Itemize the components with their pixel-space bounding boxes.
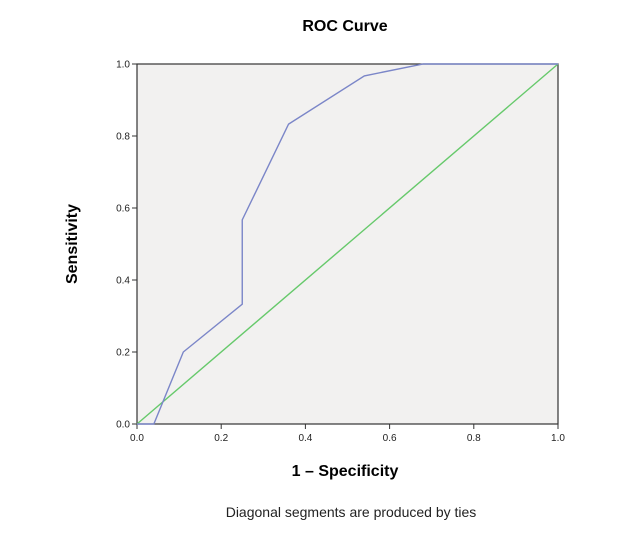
- y-tick-label: 0.4: [116, 276, 130, 287]
- y-tick-label: 0.2: [116, 348, 130, 359]
- x-tick-label: 1.0: [551, 433, 565, 444]
- footnote: Diagonal segments are produced by ties: [226, 504, 477, 520]
- y-tick-label: 0.0: [116, 420, 130, 431]
- y-tick-label: 0.8: [116, 132, 130, 143]
- reference-diagonal-line: [136, 63, 559, 425]
- roc-curve-line: [137, 63, 558, 425]
- chart-title: ROC Curve: [302, 18, 387, 35]
- series-layer: [136, 63, 559, 425]
- x-axis-title: 1 – Specificity: [292, 463, 399, 480]
- x-tick-label: 0.4: [298, 433, 312, 444]
- x-tick-label: 0.8: [467, 433, 481, 444]
- y-axis: 0.0 0.2 0.4 0.6 0.8 1.0: [116, 60, 137, 431]
- x-axis: 0.0 0.2 0.4 0.6 0.8 1.0: [130, 424, 565, 444]
- x-tick-label: 0.2: [214, 433, 228, 444]
- x-tick-label: 0.6: [383, 433, 397, 444]
- y-axis-title: Sensitivity: [64, 204, 81, 284]
- y-tick-label: 1.0: [116, 60, 130, 71]
- x-tick-label: 0.0: [130, 433, 144, 444]
- y-tick-label: 0.6: [116, 204, 130, 215]
